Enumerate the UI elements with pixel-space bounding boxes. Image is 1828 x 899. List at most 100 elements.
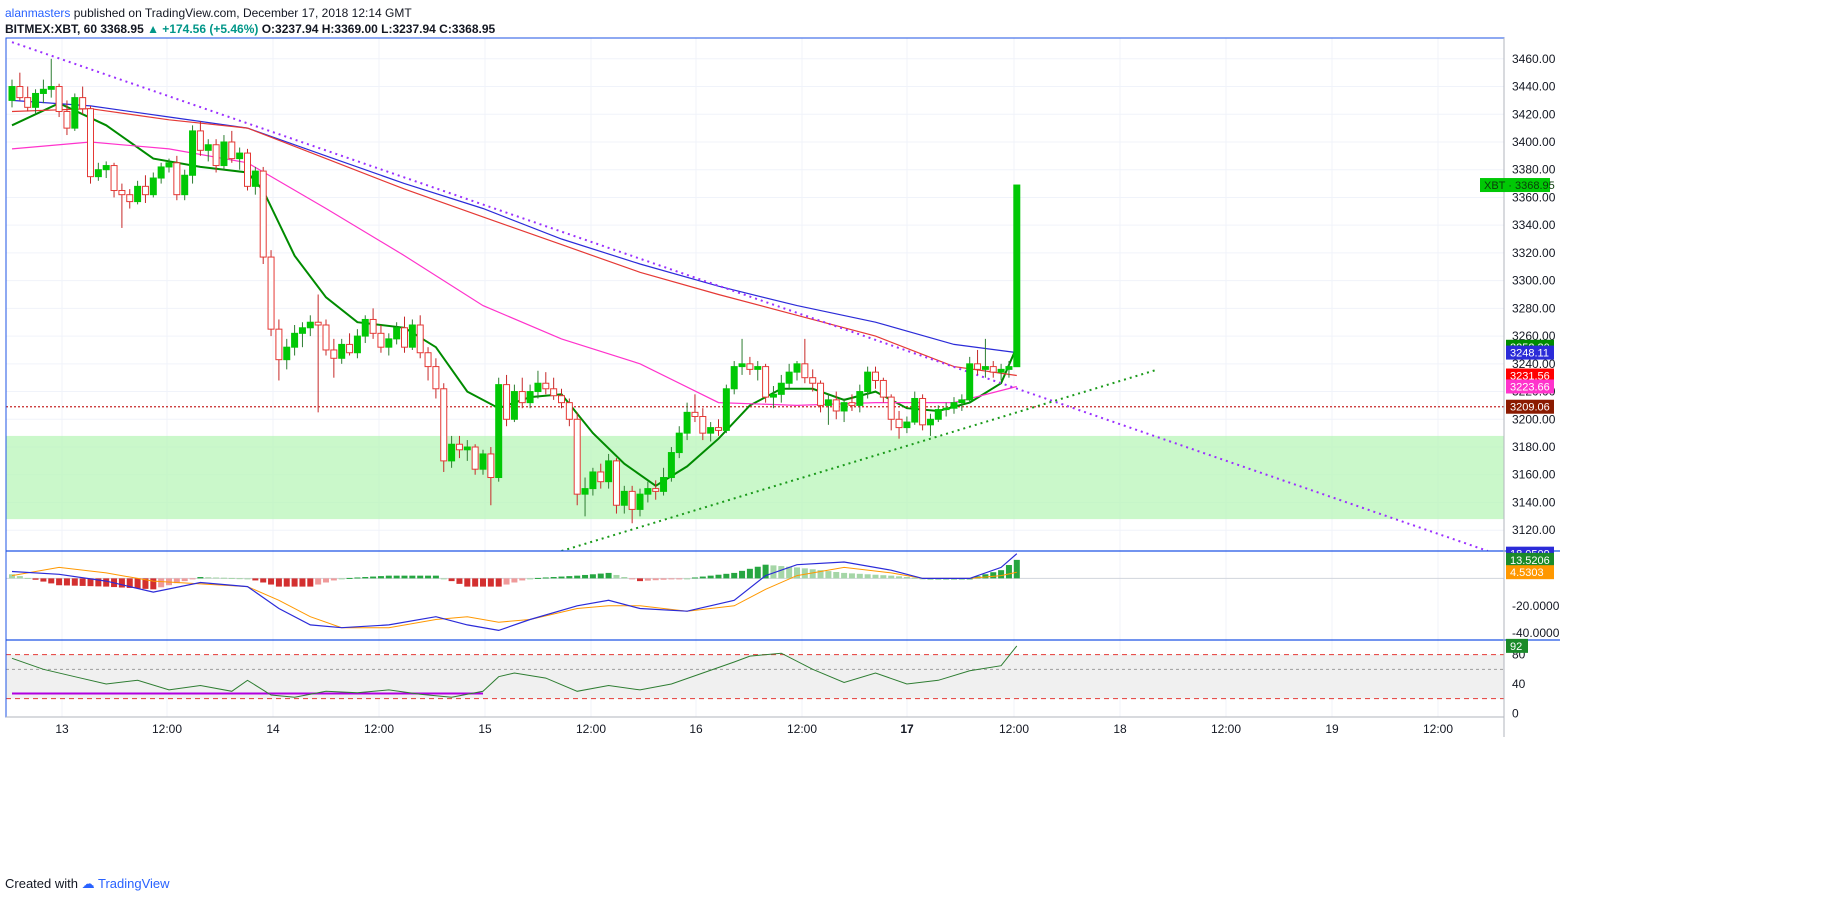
macd-hist-bar-63 <box>503 578 510 585</box>
macd-hist-bar-11 <box>95 578 102 587</box>
author-link[interactable]: alanmasters <box>5 6 71 20</box>
macd-hist-bar-16 <box>134 578 141 589</box>
x-tick-label-8: 17 <box>900 722 914 736</box>
time-axis: 13 12:00 14 12:00 15 12:00 16 12:00 17 12:00 18 12:… <box>55 722 1453 736</box>
macd-hist-bar-27 <box>220 577 227 579</box>
candle-body-126 <box>997 368 1005 373</box>
candle-body-104 <box>824 399 832 406</box>
candle-body-9 <box>79 97 87 110</box>
rsi-line <box>11 645 1018 698</box>
candle-body-70 <box>558 395 565 404</box>
macd-hist-bar-97 <box>770 565 777 579</box>
candle-body-17 <box>141 185 149 196</box>
candle-body-19 <box>157 166 165 179</box>
candle-body-24 <box>196 130 204 151</box>
macd-hist-bar-85 <box>676 578 683 580</box>
macd-hist-bar-77 <box>613 574 620 579</box>
macd-hist-bar-98 <box>778 566 785 579</box>
candle-body-116 <box>919 397 927 426</box>
candle-body-58 <box>463 446 471 451</box>
x-tick-label-11: 12:00 <box>1211 722 1241 736</box>
candle-body-98 <box>777 382 785 395</box>
macd-hist-bar-22 <box>181 578 188 582</box>
trendline-descending <box>11 41 1489 551</box>
candle-body-100 <box>793 363 801 373</box>
macd-hist-bar-70 <box>558 576 565 579</box>
candle-body-109 <box>864 371 872 393</box>
macd-hist-bar-71 <box>566 576 573 579</box>
candle-body-10 <box>87 108 94 178</box>
candle-body-75 <box>597 471 605 483</box>
candle-body-99 <box>785 371 793 384</box>
macd-hist-bar-92 <box>731 572 738 579</box>
macd-hist-bar-67 <box>534 577 541 579</box>
rsi-tick-label-1: 40 <box>1512 677 1526 691</box>
macd-hist-bar-41 <box>330 578 337 581</box>
y-tick-label-10: 3320.00 <box>1512 246 1556 260</box>
macd-hist-bar-78 <box>621 577 628 579</box>
macd-hist-bar-6 <box>56 578 63 586</box>
macd-hist-bar-62 <box>495 578 502 587</box>
macd-hist-bar-8 <box>71 578 78 586</box>
macd-hist-bar-2 <box>24 577 31 579</box>
y-tick-label-14: 3400.00 <box>1512 135 1556 149</box>
macd-hist-bar-64 <box>511 578 518 583</box>
macd-hist-bar-75 <box>597 573 604 579</box>
candle-body-14 <box>118 190 126 196</box>
candle-body-112 <box>887 396 895 420</box>
macd-tag-2: 4.5303 <box>1506 565 1554 580</box>
candle-body-80 <box>636 493 644 510</box>
macd-hist-bar-100 <box>794 567 800 579</box>
candle-body-47 <box>377 332 385 348</box>
trendline-ascending <box>561 368 1159 551</box>
x-tick-label-0: 13 <box>55 722 69 736</box>
macd-hist-bar-109 <box>864 574 871 579</box>
macd-hist-bar-15 <box>126 578 133 588</box>
macd-tick-label-1: -20.0000 <box>1512 599 1560 613</box>
macd-line <box>11 553 1018 632</box>
macd-hist-bar-35 <box>283 578 290 587</box>
macd-tag-1-text: 13.5206 <box>1510 555 1550 567</box>
candle-body-117 <box>926 418 934 426</box>
candle-body-93 <box>738 363 746 368</box>
price-tag-3-bg <box>1506 368 1554 383</box>
symbol-info: BITMEX:XBT, 60 3368.95 ▲ +174.56 (+5.46%… <box>5 22 495 36</box>
macd-hist-bar-17 <box>142 578 149 589</box>
candle-body-111 <box>879 379 887 398</box>
candle-body-0 <box>8 86 16 101</box>
macd-hist-bar-105 <box>833 571 840 579</box>
series-line-0 <box>11 102 1018 487</box>
candle-body-122 <box>966 363 974 401</box>
macd-hist-bar-91 <box>723 573 730 579</box>
macd-hist-bar-29 <box>236 578 243 580</box>
macd-hist-bar-36 <box>291 578 298 587</box>
candle-body-5 <box>47 86 55 90</box>
macd-hist-bar-54 <box>432 575 439 579</box>
y-tick-label-13: 3380.00 <box>1512 163 1556 177</box>
candle-body-23 <box>189 130 197 176</box>
macd-hist-bar-43 <box>346 577 353 579</box>
candle-body-91 <box>722 388 730 431</box>
candle-body-121 <box>958 399 966 404</box>
candle-body-52 <box>416 324 424 354</box>
candle-body-65 <box>518 391 526 404</box>
macd-hist-bar-83 <box>660 578 667 580</box>
macd-hist-bar-99 <box>786 566 793 579</box>
price-change: ▲ +174.56 (+5.46%) <box>147 22 259 36</box>
macd-hist-bar-4 <box>40 578 47 582</box>
candle-body-30 <box>244 152 251 187</box>
macd-hist-bar-128 <box>1013 559 1020 579</box>
candle-body-110 <box>872 371 879 381</box>
macd-hist-bar-44 <box>354 577 361 579</box>
macd-hist-bar-53 <box>425 575 432 579</box>
y-tick-label-6: 3240.00 <box>1512 357 1556 371</box>
candle-body-55 <box>440 388 448 462</box>
macd-hist-bar-31 <box>252 578 259 581</box>
tradingview-brand-link[interactable]: TradingView <box>98 876 170 891</box>
macd-hist-bar-102 <box>809 569 816 579</box>
macd-hist-bar-55 <box>440 578 447 580</box>
support-zone <box>6 435 1504 520</box>
macd-hist-bar-24 <box>197 577 204 579</box>
macd-hist-bar-79 <box>629 578 636 580</box>
